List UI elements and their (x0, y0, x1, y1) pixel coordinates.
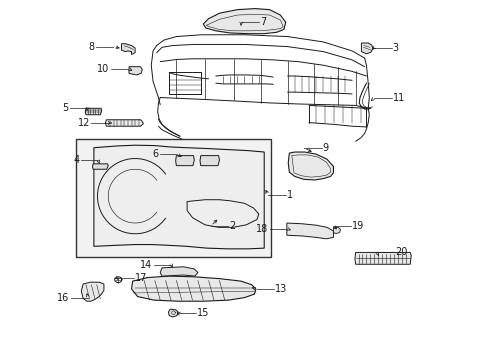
Text: 7: 7 (260, 17, 265, 27)
Text: 12: 12 (78, 118, 90, 128)
Text: 17: 17 (135, 273, 147, 283)
Text: 5: 5 (62, 103, 69, 113)
Polygon shape (92, 164, 108, 169)
Polygon shape (200, 156, 219, 166)
Bar (76, 139, 271, 257)
Polygon shape (85, 108, 102, 115)
Text: 15: 15 (197, 309, 209, 318)
Text: 1: 1 (286, 190, 292, 200)
Polygon shape (286, 223, 333, 239)
Polygon shape (121, 44, 135, 54)
Polygon shape (81, 282, 104, 301)
Text: 10: 10 (97, 64, 109, 74)
Text: 14: 14 (140, 260, 152, 270)
Text: 19: 19 (351, 221, 364, 231)
Text: 18: 18 (256, 224, 268, 234)
Polygon shape (354, 252, 410, 264)
Polygon shape (94, 145, 264, 249)
Text: 2: 2 (229, 221, 235, 231)
Text: 6: 6 (152, 149, 158, 159)
Text: 11: 11 (392, 93, 404, 103)
Polygon shape (168, 309, 178, 317)
Polygon shape (175, 156, 194, 166)
Polygon shape (129, 67, 142, 75)
Text: 8: 8 (88, 42, 94, 51)
Text: 3: 3 (392, 43, 398, 53)
Text: 13: 13 (275, 284, 287, 294)
Polygon shape (333, 227, 340, 234)
Polygon shape (131, 276, 255, 301)
Polygon shape (361, 43, 372, 54)
Polygon shape (203, 9, 285, 34)
Text: 4: 4 (73, 155, 80, 165)
Text: 20: 20 (394, 247, 407, 257)
Text: 9: 9 (322, 143, 328, 153)
Polygon shape (160, 267, 198, 276)
Polygon shape (287, 152, 333, 180)
Text: 16: 16 (57, 293, 69, 303)
Polygon shape (105, 120, 143, 126)
